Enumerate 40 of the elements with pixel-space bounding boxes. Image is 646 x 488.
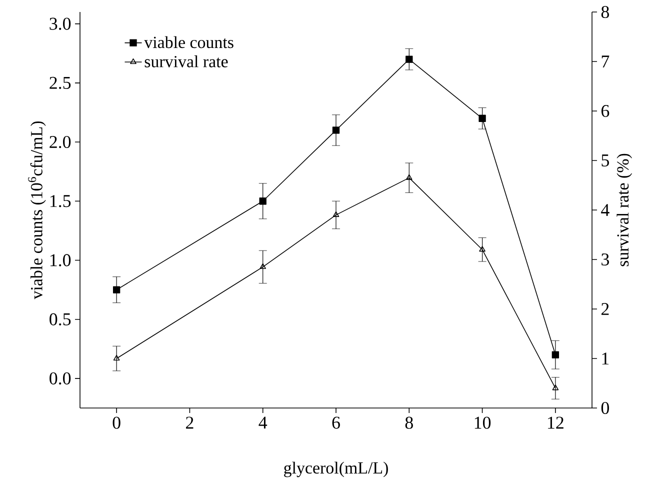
point (552, 384, 559, 390)
x-tick-label: 4 (258, 416, 268, 429)
point (113, 354, 120, 360)
x-tick-label: 0 (112, 416, 120, 429)
y-tick-label: 0.5 (50, 313, 71, 326)
point (478, 114, 486, 122)
point (479, 246, 486, 252)
y2-axis-title: survival rate (%) (616, 154, 632, 266)
legend-label: viable counts (144, 36, 234, 48)
point (332, 126, 340, 134)
point (260, 263, 266, 269)
point (112, 286, 120, 294)
y-tick-label: 1.5 (50, 195, 71, 208)
y-tick-label: 3.0 (50, 18, 71, 30)
legend-label: survival rate (144, 55, 228, 68)
y-tick-label: 2.0 (50, 136, 71, 148)
point (332, 211, 340, 217)
y2-tick-label: 0 (601, 402, 609, 414)
x-tick-label: 12 (548, 416, 564, 429)
point (259, 198, 266, 205)
x-axis-title: glycerol(mL/L) (284, 462, 388, 478)
x-tick-label: 8 (405, 416, 413, 429)
y2-tick-label: 6 (601, 104, 610, 118)
y-tick-label: 2.5 (50, 76, 71, 89)
x-tick-label: 6 (332, 416, 340, 429)
y-tick-label: 1.0 (50, 254, 71, 266)
point (406, 56, 413, 63)
y-axis-title: viable counts (10$^{6}$cfu/mL) (28, 121, 46, 300)
y2-tick-label: 5 (602, 154, 609, 166)
x-tick-label: 2 (186, 416, 194, 429)
y2-tick-label: 3 (602, 253, 609, 266)
y2-tick-label: 7 (602, 56, 610, 68)
point (552, 351, 560, 358)
point (406, 174, 412, 180)
x-tick-label: 10 (474, 416, 491, 429)
y2-tick-label: 2 (601, 303, 609, 315)
y2-tick-label: 4 (601, 204, 610, 216)
y2-tick-label: 8 (601, 6, 609, 18)
y2-tick-label: 1 (602, 352, 609, 364)
y-tick-label: 0.0 (50, 372, 71, 385)
